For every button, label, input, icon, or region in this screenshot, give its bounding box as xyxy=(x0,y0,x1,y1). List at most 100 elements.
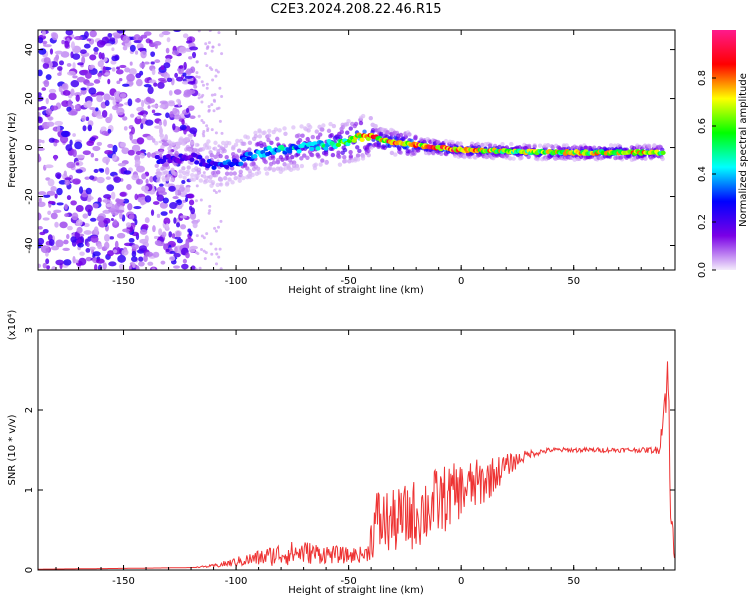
ridge-core-cell xyxy=(211,165,217,170)
noise-cell xyxy=(195,71,199,75)
noise-cell xyxy=(121,147,130,155)
noise-cell xyxy=(200,80,204,84)
noise-cell xyxy=(137,47,147,52)
noise-cell xyxy=(156,186,166,194)
snr-y-multiplier: (x10⁴) xyxy=(7,310,18,341)
noise-cell xyxy=(38,116,43,124)
ridge-halo-cell xyxy=(153,140,159,146)
ridge-halo-cell xyxy=(250,172,255,178)
noise-cell xyxy=(38,139,43,144)
ridge-halo-cell xyxy=(348,150,353,155)
noise-cell xyxy=(197,96,201,100)
ridge-halo-cell xyxy=(480,142,485,148)
y-tick-label: -40 xyxy=(24,237,35,253)
noise-cell xyxy=(72,53,81,60)
noise-cell xyxy=(66,106,72,112)
noise-cell xyxy=(57,66,63,71)
x-tick-label: -150 xyxy=(112,576,135,587)
noise-cell xyxy=(214,68,218,72)
noise-cell xyxy=(45,108,53,115)
noise-cell xyxy=(74,104,80,110)
noise-cell xyxy=(131,256,138,263)
noise-cell xyxy=(46,121,55,127)
noise-cell xyxy=(58,85,63,93)
noise-cell xyxy=(210,252,214,256)
noise-cell xyxy=(136,115,141,119)
ridge-halo-cell xyxy=(218,182,224,187)
noise-cell xyxy=(92,203,99,209)
ridge-halo-cell xyxy=(156,168,161,173)
ridge-halo-cell xyxy=(228,171,234,176)
noise-cell xyxy=(97,197,102,204)
noise-cell xyxy=(90,235,99,243)
ridge-halo-cell xyxy=(159,149,164,155)
ridge-halo-cell xyxy=(500,141,505,147)
noise-cell xyxy=(214,229,218,233)
snr-series-line xyxy=(38,361,675,570)
ridge-halo-cell xyxy=(299,156,304,161)
ridge-halo-cell xyxy=(229,166,235,171)
noise-cell xyxy=(151,104,159,108)
noise-cell xyxy=(131,244,140,250)
noise-cell xyxy=(153,235,159,240)
noise-cell xyxy=(181,80,190,85)
ridge-halo-cell xyxy=(247,168,252,174)
noise-cell xyxy=(185,196,189,203)
noise-cell xyxy=(39,231,46,236)
noise-cell xyxy=(151,267,156,270)
noise-cell xyxy=(42,262,47,269)
noise-cell xyxy=(207,104,211,108)
ridge-core-cell xyxy=(197,155,203,160)
ridge-halo-cell xyxy=(511,156,516,161)
ridge-halo-cell xyxy=(277,128,282,133)
ridge-halo-cell xyxy=(338,135,343,140)
noise-cell xyxy=(110,217,114,222)
ridge-halo-cell xyxy=(312,163,317,168)
ridge-halo-cell xyxy=(231,151,236,157)
ridge-halo-cell xyxy=(261,142,267,147)
noise-cell xyxy=(172,123,176,131)
colorbar: 0.0 0.2 0.4 0.6 0.8 Normalized spectral ampl… xyxy=(697,30,749,278)
noise-cell xyxy=(192,51,197,59)
noise-cell xyxy=(118,77,123,82)
noise-cell xyxy=(72,75,78,79)
ridge-halo-cell xyxy=(608,143,614,148)
noise-cell xyxy=(143,31,152,36)
ridge-halo-cell xyxy=(368,115,373,121)
ridge-halo-cell xyxy=(321,123,326,128)
noise-cell xyxy=(100,126,107,133)
noise-cell xyxy=(38,143,42,147)
noise-cell xyxy=(104,100,110,107)
noise-cell xyxy=(203,257,207,261)
ridge-halo-cell xyxy=(264,171,270,176)
noise-cell xyxy=(136,137,145,145)
noise-cell xyxy=(134,159,141,166)
noise-cell xyxy=(53,154,58,161)
noise-cell xyxy=(202,121,206,125)
noise-cell xyxy=(141,99,145,108)
x-tick-label: -150 xyxy=(112,276,135,287)
noise-cell xyxy=(102,156,111,164)
noise-cell xyxy=(38,212,42,221)
noise-cell xyxy=(146,152,151,158)
snr-frame xyxy=(37,329,676,571)
noise-cell xyxy=(129,44,136,52)
noise-cell xyxy=(102,66,106,74)
ridge-halo-cell xyxy=(209,183,214,188)
noise-cell xyxy=(84,204,93,213)
noise-cell xyxy=(42,62,50,69)
noise-cell xyxy=(150,61,155,65)
noise-cell xyxy=(176,199,183,206)
noise-cell xyxy=(78,186,84,194)
noise-cell xyxy=(85,187,92,195)
noise-cell xyxy=(51,245,60,251)
noise-cell xyxy=(144,195,152,203)
noise-cell xyxy=(176,98,181,103)
noise-cell xyxy=(212,109,216,113)
noise-cell xyxy=(145,178,149,185)
noise-cell xyxy=(56,187,63,196)
ridge-core-cell xyxy=(200,158,206,164)
ridge-halo-cell xyxy=(519,155,524,160)
noise-cell xyxy=(119,142,127,148)
noise-cell xyxy=(139,152,145,159)
